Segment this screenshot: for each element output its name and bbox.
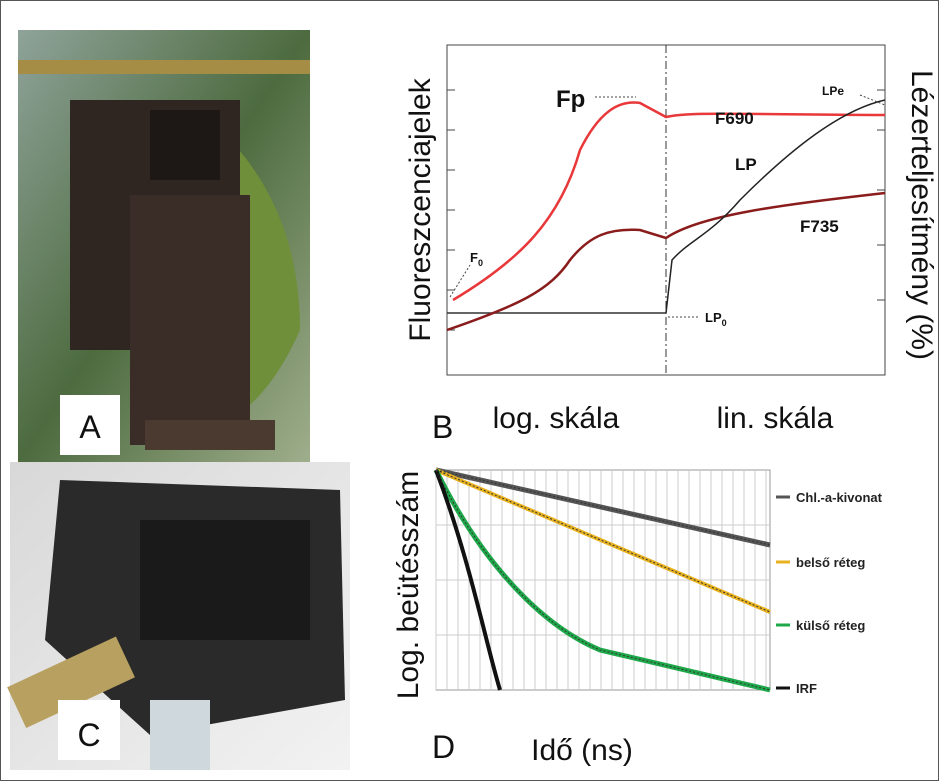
- x-axis-label: log. skála: [493, 402, 620, 435]
- chart-b: Fp F690 LP LPe F735 F0 LP0 Fluoreszcenci…: [404, 44, 938, 445]
- legend-label: külső réteg: [796, 618, 865, 633]
- annotation: F735: [800, 217, 839, 236]
- panel-label: B: [432, 409, 453, 445]
- legend-label: belső réteg: [796, 555, 865, 570]
- chart-d: Chl.-a-kivonat belső réteg külső réteg I…: [392, 467, 883, 767]
- panel-label: A: [79, 409, 101, 445]
- photo-a: A: [18, 30, 310, 462]
- panel-label: C: [77, 717, 100, 753]
- annotation: Fp: [556, 86, 585, 113]
- annotation: F0: [470, 250, 483, 268]
- x-axis-label: lin. skála: [717, 402, 834, 435]
- annotation: F690: [715, 109, 754, 128]
- y-axis-label: Log. beütésszám: [392, 471, 425, 699]
- annotation: LP0: [705, 310, 727, 328]
- y-axis-label: Fluoreszcenciajelek: [404, 77, 437, 341]
- y2-axis-label: Lézerteljesítmény (%): [905, 70, 938, 360]
- annotation: LP: [735, 155, 757, 174]
- photo-c: C: [7, 462, 350, 770]
- annotation: LPe: [822, 84, 844, 98]
- panel-label: D: [432, 729, 455, 765]
- x-axis-label: Idő (ns): [531, 734, 633, 767]
- legend-label: IRF: [796, 681, 817, 696]
- legend-label: Chl.-a-kivonat: [796, 490, 883, 505]
